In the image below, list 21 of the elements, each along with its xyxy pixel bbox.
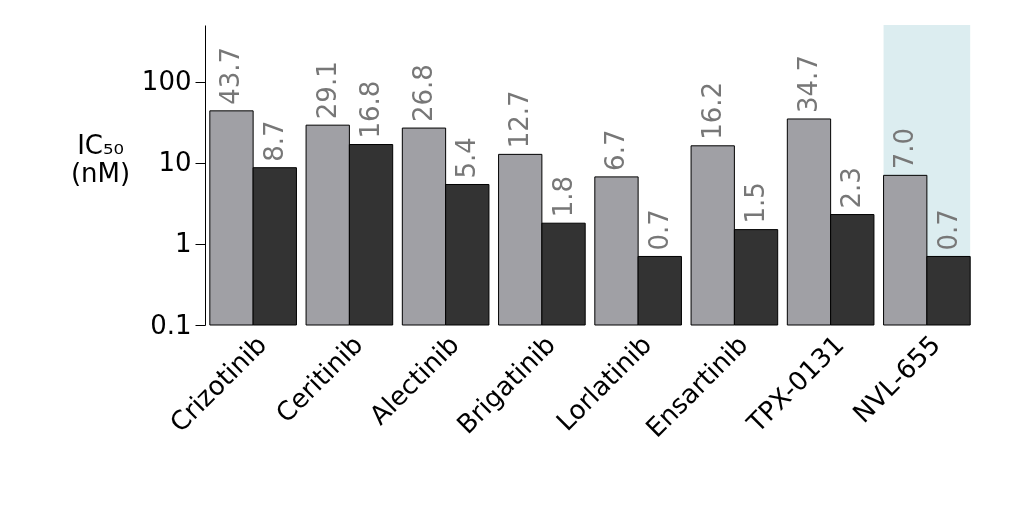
- data-label: 26.8: [407, 64, 438, 123]
- y-tick-label: 100: [141, 66, 192, 97]
- data-label: 29.1: [311, 61, 342, 120]
- data-label: 0.7: [932, 209, 963, 251]
- y-tick-label: 1: [174, 228, 192, 259]
- data-label: 16.8: [355, 80, 386, 139]
- data-label: 6.7: [600, 129, 631, 171]
- data-label: 7.0: [889, 128, 920, 170]
- data-label: 43.7: [215, 46, 246, 105]
- data-label: 1.5: [740, 182, 771, 224]
- data-label: 16.2: [696, 81, 727, 140]
- data-label: 2.3: [836, 167, 867, 209]
- data-label: 8.7: [258, 120, 289, 162]
- data-label: 0.7: [643, 209, 674, 251]
- data-label: 5.4: [451, 137, 482, 179]
- data-label: 34.7: [792, 55, 823, 113]
- y-tick-label: 10: [158, 147, 192, 178]
- data-label: 1.8: [547, 175, 578, 218]
- y-axis-title: IC₅₀ (nM): [70, 129, 131, 188]
- y-tick-label: 0.1: [150, 309, 192, 340]
- data-label: 12.7: [504, 90, 535, 149]
